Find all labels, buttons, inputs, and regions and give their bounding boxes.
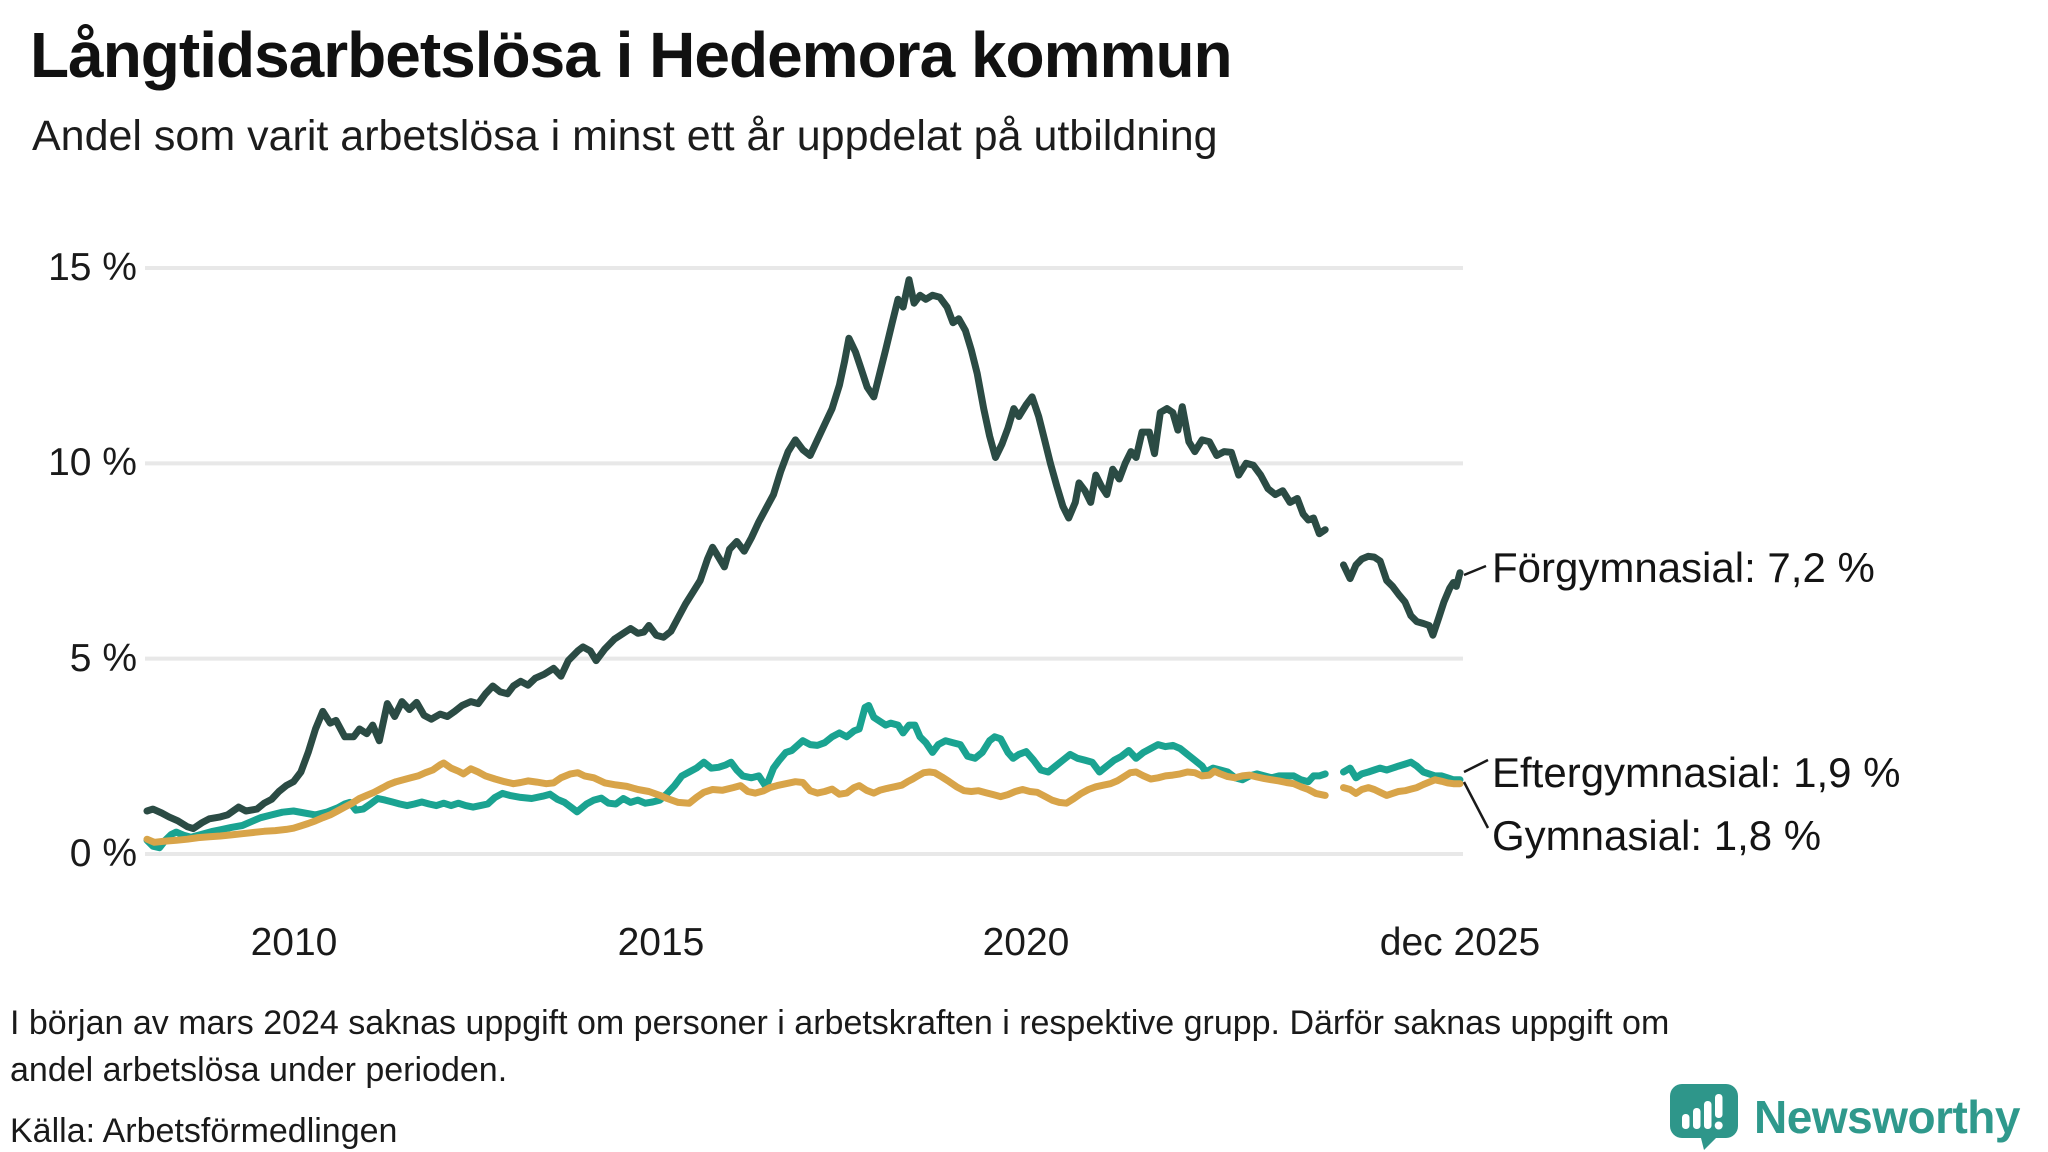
leader-forgymnasial [1463, 564, 1487, 577]
footnote-line2: andel arbetslösa under perioden. [10, 1051, 508, 1089]
newsworthy-logo: Newsworthy [1670, 1084, 2020, 1150]
series-label-forgymnasial: Förgymnasial: 7,2 % [1492, 544, 1875, 591]
series-line-förgymnasial [1340, 552, 1464, 639]
newsworthy-wordmark: Newsworthy [1754, 1091, 2020, 1143]
x-tick-2010: 2010 [250, 921, 338, 964]
x-tick-dec2025: dec 2025 [1379, 921, 1541, 964]
series-line-eftergymnasial [1340, 758, 1464, 784]
x-tick-2020: 2020 [982, 921, 1070, 964]
source-credit: Källa: Arbetsförmedlingen [10, 1112, 398, 1150]
chart-subtitle: Andel som varit arbetslösa i minst ett å… [32, 112, 1218, 160]
series-line-gymnasial [143, 759, 1329, 846]
y-tick-0: 0 % [69, 832, 137, 875]
page-title: Långtidsarbetslösa i Hedemora kommun [30, 19, 1233, 91]
gridlines [145, 266, 1463, 856]
data-series-lines [143, 276, 1464, 852]
x-tick-2015: 2015 [617, 921, 705, 964]
y-tick-10: 10 % [48, 441, 137, 484]
footnote-line1: I början av mars 2024 saknas uppgift om … [10, 1004, 1670, 1042]
y-tick-15: 15 % [48, 246, 137, 289]
newsworthy-bubble-icon [1670, 1084, 1739, 1150]
leader-gymnasial [1462, 781, 1490, 829]
bar-3 [1704, 1101, 1712, 1129]
series-label-eftergymnasial: Eftergymnasial: 1,9 % [1492, 749, 1901, 796]
series-label-gymnasial: Gymnasial: 1,8 % [1492, 812, 1822, 859]
label-leader-lines [1462, 564, 1490, 829]
footnote: I början av mars 2024 saknas uppgift om … [10, 1000, 2040, 1094]
bar-1 [1682, 1114, 1690, 1129]
series-line-förgymnasial [143, 276, 1329, 833]
y-tick-5: 5 % [69, 637, 137, 680]
leader-eftergymnasial [1463, 758, 1489, 774]
exclamation-dot [1714, 1121, 1723, 1130]
bar-2 [1693, 1108, 1701, 1129]
series-line-gymnasial [1340, 776, 1464, 799]
exclamation-bar [1715, 1094, 1723, 1118]
series-line-eftergymnasial [143, 702, 1329, 852]
